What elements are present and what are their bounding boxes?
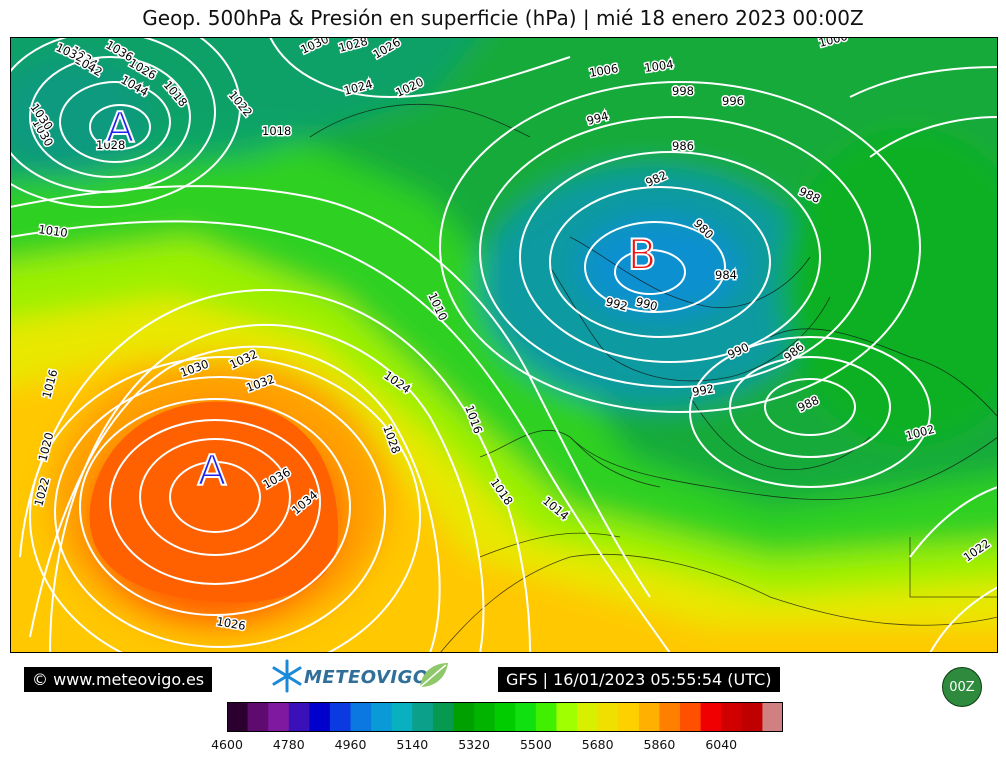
isobar-label: 1018 [262,124,291,138]
colorbar-cell [268,702,290,732]
isobar-label: 998 [672,84,694,98]
colorbar-cell [288,702,310,732]
model-run-info: GFS | 16/01/2023 05:55:54 (UTC) [498,667,780,692]
isobar-label: 1010 [38,222,69,240]
run-hour-badge: 00Z [942,667,982,707]
colorbar-cell [638,702,660,732]
colorbar-tick-label: 4960 [334,737,367,752]
colorbar [227,702,783,732]
colorbar-cell [618,702,640,732]
meteovigo-logo: METEOVIGO [268,657,458,697]
colorbar-cell [680,702,702,732]
colorbar-cell [721,702,743,732]
colorbar-tick-label: 4600 [211,737,243,752]
isobar-label: 984 [715,268,737,282]
isobar-label: 1004 [643,57,674,75]
isobar-label: 1026 [215,614,246,633]
isobar-label: 996 [722,94,744,108]
low-pressure-center: B [628,230,657,279]
colorbar-tick-label: 4780 [272,737,305,752]
colorbar-cell [432,702,455,732]
colorbar-cell [494,702,516,732]
isobar-label: 1006 [588,61,619,80]
colorbar-cell [577,702,599,732]
colorbar-ticks: 4600 4780 4960 5140 5320 5500 5680 5860 6040 [0,737,1006,757]
isobar-label: 986 [672,139,694,153]
colorbar-tick-label: 5500 [519,737,552,752]
colorbar-tick-label: 5860 [643,737,676,752]
colorbar-cell [309,702,331,732]
high-pressure-center-azores: A [198,446,227,495]
colorbar-cell [247,702,269,732]
colorbar-cell [329,702,352,732]
colorbar-cell [556,702,578,732]
colorbar-cell [453,702,475,732]
colorbar-cell [350,702,372,732]
colorbar-cell [700,702,722,732]
high-pressure-center-atlantic: A [106,103,135,152]
colorbar-cell [412,702,434,732]
colorbar-tick-label: 5320 [458,737,491,752]
colorbar-cell [391,702,413,732]
colorbar-cell [659,702,681,732]
colorbar-cell [741,702,763,732]
colorbar-cell [535,702,557,732]
website-credit: © www.meteovigo.es [24,667,213,692]
map-title: Geop. 500hPa & Presión en superficie (hP… [142,6,864,30]
colorbar-cell [597,702,619,732]
colorbar-cell [371,702,393,732]
colorbar-cell [474,702,496,732]
colorbar-tick-label: 5680 [581,737,614,752]
leaf-icon [419,663,448,688]
colorbar-tick-label: 6040 [705,737,738,752]
colorbar-cell [515,702,537,732]
colorbar-tick-label: 5140 [396,737,429,752]
isobar-label: 1028 [96,138,125,152]
logo-text: METEOVIGO [304,667,429,688]
snowflake-icon [272,659,302,693]
isobar-label: 992 [691,381,715,399]
colorbar-cell [762,702,783,732]
colorbar-cell [227,702,249,732]
